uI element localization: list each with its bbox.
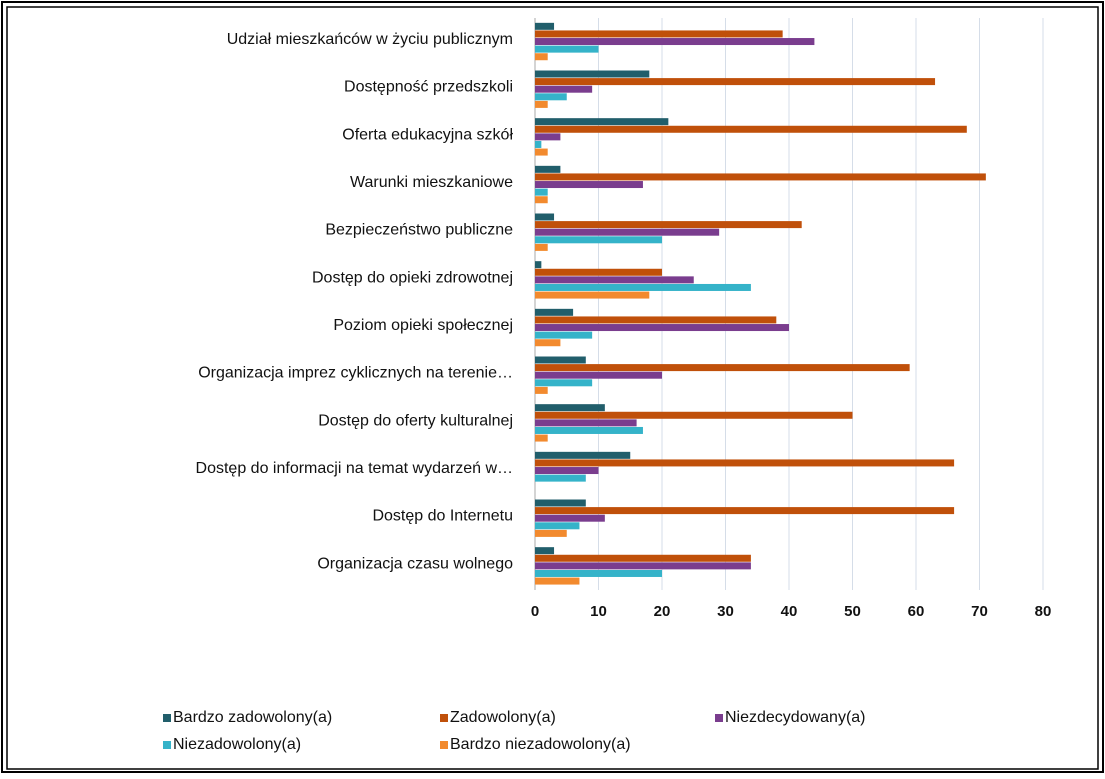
bar [535, 451, 631, 459]
bar [535, 53, 548, 61]
bar [535, 173, 986, 181]
legend-label: Bardzo niezadowolony(a) [450, 736, 631, 753]
x-tick-label: 10 [590, 603, 607, 620]
bar [535, 514, 605, 522]
bar [535, 283, 751, 291]
bar [535, 181, 643, 189]
bar [535, 577, 580, 585]
legend-label: Niezadowolony(a) [173, 736, 301, 753]
x-tick-label: 70 [971, 603, 988, 620]
x-tick-label: 20 [654, 603, 671, 620]
bar [535, 213, 555, 221]
bar [535, 196, 548, 204]
y-tick-label: Dostęp do oferty kulturalnej [318, 412, 513, 429]
x-tick-label: 60 [908, 603, 925, 620]
bar [535, 379, 593, 387]
bar [535, 529, 567, 537]
bar [535, 434, 548, 442]
legend-swatch [440, 741, 448, 749]
bar [535, 474, 586, 482]
bar [535, 45, 599, 53]
legend-swatch [715, 714, 723, 722]
bar [535, 547, 555, 555]
x-tick-label: 80 [1035, 603, 1052, 620]
bar [535, 93, 567, 101]
bar [535, 411, 853, 419]
legend-label: Zadowolony(a) [450, 709, 556, 726]
bar [535, 459, 955, 467]
bar [535, 100, 548, 108]
y-tick-label: Oferta edukacyjna szkół [342, 126, 513, 143]
bar [535, 386, 548, 394]
bar [535, 261, 542, 269]
bar [535, 426, 643, 434]
bar [535, 276, 694, 284]
bar [535, 554, 751, 562]
bar [535, 291, 650, 299]
bar [535, 118, 669, 126]
bar [535, 522, 580, 530]
bar [535, 188, 548, 196]
bar [535, 148, 548, 156]
bar [535, 331, 593, 339]
y-tick-label: Organizacja czasu wolnego [317, 555, 513, 572]
bar [535, 419, 637, 427]
bar [535, 236, 662, 244]
bar [535, 467, 599, 475]
y-tick-label: Dostęp do Internetu [372, 508, 513, 525]
y-tick-label: Dostępność przedszkoli [344, 79, 513, 96]
y-tick-label: Warunki mieszkaniowe [350, 174, 513, 191]
y-tick-label: Dostęp do opieki zdrowotnej [312, 269, 513, 286]
y-tick-label: Poziom opieki społecznej [333, 317, 513, 334]
legend-label: Bardzo zadowolony(a) [173, 709, 332, 726]
bar [535, 30, 783, 38]
bar [535, 499, 586, 507]
bar [535, 70, 650, 78]
x-tick-label: 30 [717, 603, 734, 620]
bar [535, 324, 789, 332]
y-tick-label: Udział mieszkańców w życiu publicznym [227, 31, 513, 48]
bar [535, 165, 561, 173]
bar [535, 316, 777, 324]
bar [535, 243, 548, 251]
bar [535, 221, 802, 229]
bar [535, 364, 910, 372]
x-tick-label: 40 [781, 603, 798, 620]
bar [535, 308, 574, 316]
bar [535, 371, 662, 379]
bar [535, 125, 967, 133]
bar [535, 22, 555, 30]
bar [535, 569, 662, 577]
y-tick-label: Dostęp do informacji na temat wydarzeń w… [196, 460, 513, 477]
x-tick-label: 0 [531, 603, 539, 620]
frame-inner [6, 6, 1099, 770]
bar [535, 339, 561, 347]
bar [535, 268, 662, 276]
x-tick-label: 50 [844, 603, 861, 620]
y-tick-label: Organizacja imprez cyklicznych na tereni… [198, 365, 513, 382]
legend-swatch [440, 714, 448, 722]
bar [535, 228, 720, 236]
bar [535, 507, 955, 515]
bar [535, 85, 593, 93]
legend-swatch [163, 741, 171, 749]
legend-label: Niezdecydowany(a) [725, 709, 866, 726]
bar [535, 133, 561, 141]
y-tick-label: Bezpieczeństwo publiczne [325, 222, 513, 239]
legend-swatch [163, 714, 171, 722]
bar [535, 38, 815, 46]
bar [535, 78, 936, 86]
bar [535, 140, 542, 148]
bar [535, 356, 586, 364]
bar [535, 562, 751, 570]
bar [535, 404, 605, 412]
